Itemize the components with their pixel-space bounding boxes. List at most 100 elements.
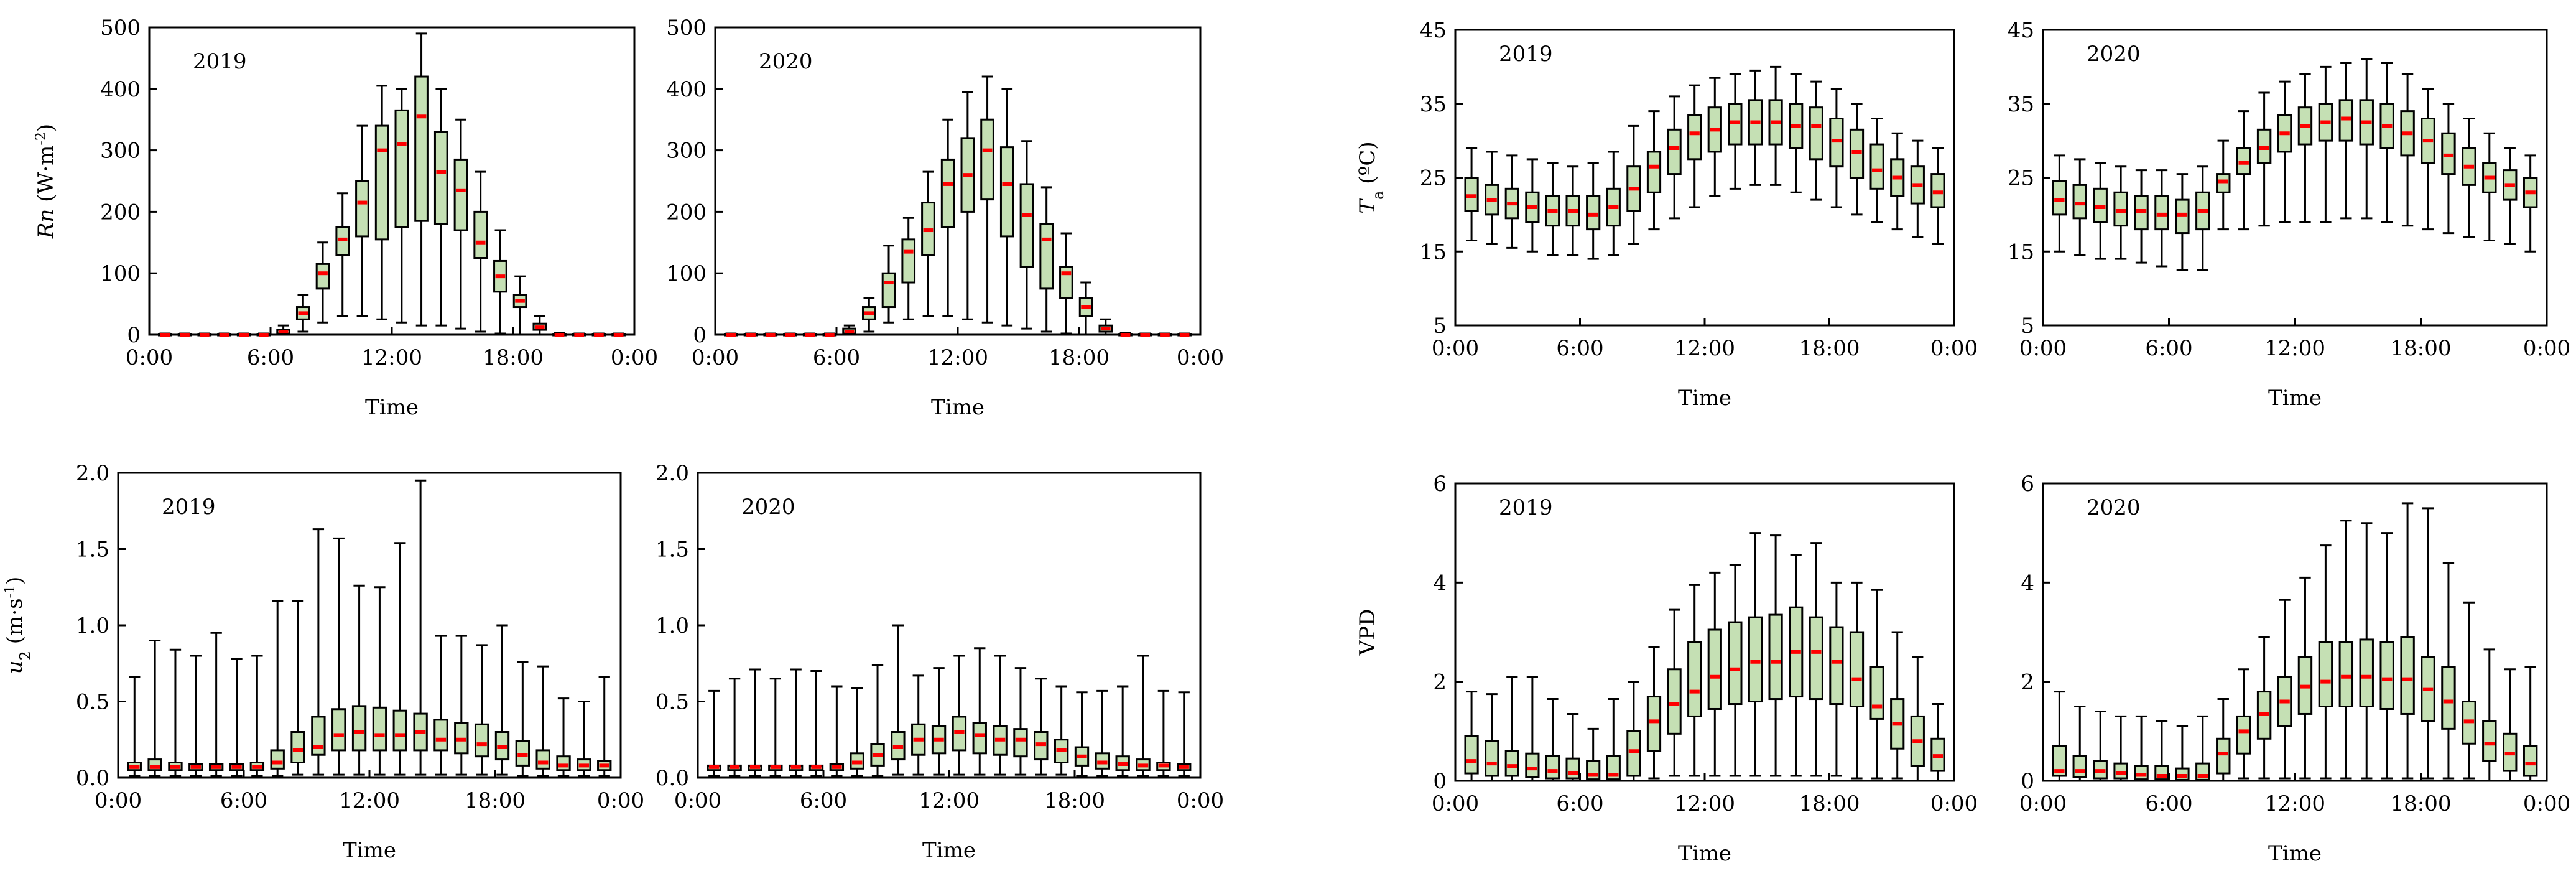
box-hour-1 <box>2072 706 2087 782</box>
box-hour-8 <box>2216 139 2231 231</box>
box-hour-17 <box>1054 685 1069 776</box>
y-tick-label: 300 <box>100 139 141 164</box>
x-tick-label: 18:00 <box>1799 336 1860 361</box>
iqr-box <box>290 731 305 763</box>
y-tick-label: 0.5 <box>76 690 109 715</box>
box-hour-16 <box>1034 678 1049 776</box>
x-axis-title: Time <box>931 395 985 420</box>
box-hour-14 <box>2338 62 2354 220</box>
box-hour-3 <box>2113 715 2128 782</box>
x-tick-label: 6:00 <box>2145 791 2192 816</box>
y-tick-label: 15 <box>2008 240 2034 264</box>
iqr-box <box>374 124 389 241</box>
box-hour-0 <box>724 332 738 337</box>
y-tick-label: 25 <box>2008 166 2034 191</box>
y-tick-label: 0.5 <box>656 690 689 715</box>
box-hour-12 <box>372 586 387 776</box>
iqr-box <box>2052 745 2067 777</box>
box-hour-21 <box>2482 132 2497 241</box>
y-tick-label: 1.0 <box>656 613 689 638</box>
box-hour-2 <box>1504 154 1519 249</box>
iqr-box <box>453 158 468 231</box>
box-hour-10 <box>355 124 369 317</box>
box-hour-22 <box>591 332 606 337</box>
box-hour-2 <box>748 668 762 778</box>
box-hour-5 <box>256 332 271 337</box>
box-hour-18 <box>1829 88 1844 208</box>
box-hour-10 <box>911 674 926 776</box>
y-tick-label: 45 <box>1420 18 1447 43</box>
y-tick-label: 2.0 <box>76 461 109 486</box>
box-hour-19 <box>515 661 530 778</box>
box-hour-2 <box>168 648 183 778</box>
box-hour-8 <box>2216 698 2231 782</box>
x-tick-label: 0:00 <box>597 788 644 813</box>
box-hour-18 <box>1074 691 1090 778</box>
y-tick-label: 500 <box>100 16 141 40</box>
x-tick-label: 0:00 <box>1432 791 1479 816</box>
box-hour-13 <box>2318 544 2333 780</box>
iqr-box <box>2523 745 2538 777</box>
box-hour-8 <box>870 664 885 778</box>
box-hour-2 <box>763 332 778 337</box>
y-tick-label: 1.5 <box>656 538 689 562</box>
box-hour-11 <box>940 118 955 317</box>
x-tick-label: 0:00 <box>1930 336 1978 361</box>
box-hour-18 <box>1078 281 1093 336</box>
x-tick-label: 12:00 <box>2264 791 2325 816</box>
x-tick-label: 0:00 <box>1177 345 1224 370</box>
iqr-box <box>940 158 955 228</box>
box-hour-22 <box>1910 139 1925 238</box>
box-hour-12 <box>394 88 409 324</box>
iqr-box <box>1485 740 1499 777</box>
box-hour-8 <box>881 245 896 324</box>
box-hour-4 <box>1545 162 1560 256</box>
x-tick-label: 0:00 <box>674 788 721 813</box>
box-hour-13 <box>2318 65 2333 223</box>
y-axis-title: u2 (m·s-1) <box>2 577 35 674</box>
box-hour-20 <box>1869 118 1884 223</box>
box-hour-3 <box>188 655 203 778</box>
box-hour-14 <box>413 479 428 776</box>
iqr-box <box>1039 223 1054 290</box>
box-hour-13 <box>972 647 987 776</box>
iqr-box <box>1667 668 1682 735</box>
iqr-box <box>2236 715 2251 755</box>
iqr-box <box>392 709 407 752</box>
box-hour-23 <box>1177 691 1192 778</box>
iqr-box <box>2134 765 2149 781</box>
box-hour-16 <box>2379 532 2394 780</box>
box-hour-12 <box>952 655 967 776</box>
chart-panel-ta-2020: 5 15 25 35 45 0:00 6:00 12:00 18:00 0:00 2020 Time <box>2008 18 2570 411</box>
box-hour-0 <box>707 689 721 778</box>
plot-frame <box>1454 482 1955 782</box>
iqr-box <box>2359 638 2374 707</box>
box-hour-18 <box>1829 581 1844 777</box>
box-hour-9 <box>1646 646 1662 780</box>
iqr-box <box>2441 666 2456 730</box>
y-tick-label: 35 <box>2008 92 2034 117</box>
box-hour-8 <box>1626 124 1641 245</box>
iqr-box <box>980 118 994 201</box>
iqr-box <box>2072 755 2087 778</box>
box-hour-19 <box>1849 581 1865 780</box>
x-tick-label: 12:00 <box>919 788 980 813</box>
box-hour-3 <box>1525 158 1540 253</box>
box-hour-22 <box>2503 668 2518 782</box>
box-hour-18 <box>2421 88 2435 231</box>
box-hour-7 <box>270 600 285 778</box>
x-tick-label: 18:00 <box>1049 345 1110 370</box>
y-tick-label: 100 <box>100 261 141 286</box>
box-hour-7 <box>861 297 876 333</box>
box-hour-2 <box>2093 710 2108 782</box>
iqr-box <box>901 238 916 284</box>
x-tick-label: 12:00 <box>1674 791 1735 816</box>
x-axis-title: Time <box>2268 386 2322 411</box>
iqr-box <box>2318 641 2333 708</box>
box-hour-1 <box>1485 693 1499 782</box>
box-hour-20 <box>2462 601 2476 780</box>
y-tick-label: 400 <box>666 77 707 102</box>
box-hour-9 <box>335 192 350 317</box>
box-hour-4 <box>236 332 251 337</box>
box-hour-1 <box>177 332 192 337</box>
